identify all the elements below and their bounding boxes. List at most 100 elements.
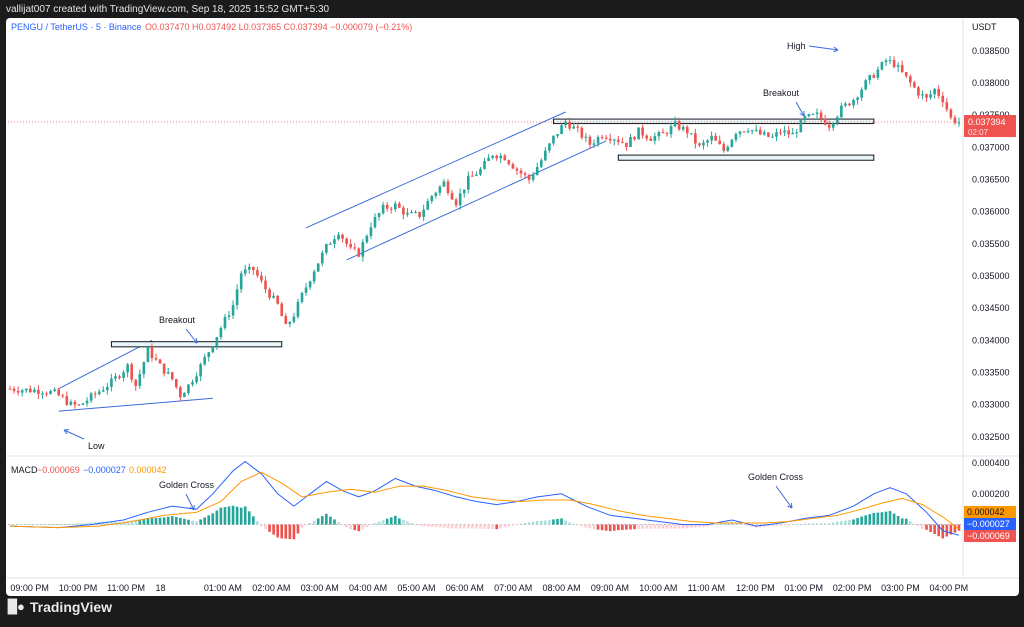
candle-body — [831, 123, 835, 128]
candle-body — [734, 133, 738, 140]
candle-body — [491, 155, 494, 158]
macd-histogram-bar — [89, 522, 93, 525]
macd-histogram-bar — [211, 513, 215, 525]
macd-histogram-bar — [937, 524, 941, 537]
candle-body — [69, 401, 73, 405]
price-tick-label: 0.034000 — [972, 335, 1010, 345]
price-tick-label: 0.038000 — [972, 78, 1010, 88]
candle-body — [264, 280, 267, 290]
candle-body — [272, 295, 275, 298]
macd-histogram-bar — [357, 524, 361, 532]
macd-histogram-bar — [604, 524, 608, 531]
time-axis: 09:00 PM 10:00 PM 11:00 PM 18 01:00 AM 02:00 … — [10, 583, 968, 593]
candle-body — [499, 155, 503, 159]
candle-body — [633, 137, 636, 140]
tradingview-logo: ▉● TradingView — [8, 599, 112, 615]
annotation-high: High — [787, 41, 806, 51]
candle-body — [312, 271, 316, 282]
candle-body — [698, 143, 701, 146]
macd-histogram-bar — [353, 524, 357, 531]
candle-body — [548, 143, 551, 151]
macd-histogram-bar — [69, 523, 73, 525]
macd-histogram-bar — [827, 523, 831, 525]
macd-histogram-bar — [264, 524, 267, 529]
candle-body — [685, 126, 689, 134]
macd-histogram-bar — [669, 524, 673, 529]
candle-body — [150, 346, 154, 359]
macd-histogram-bar — [195, 521, 198, 525]
candle-body — [138, 373, 142, 386]
candle-body — [811, 113, 815, 115]
macd-histogram-bar — [219, 507, 223, 525]
macd-histogram-bar — [880, 512, 884, 525]
candle-body — [231, 305, 235, 316]
chart-canvas[interactable]: 0.0385000.0380000.0375000.0370000.036500… — [6, 18, 1019, 596]
macd-histogram-bar — [369, 524, 373, 526]
macd-histogram-bar — [734, 522, 738, 525]
candle-body — [45, 393, 48, 395]
candle-body — [308, 281, 312, 288]
candle-body — [568, 121, 571, 129]
last-price-label: 0.037394 — [968, 117, 1006, 127]
macd-histogram-bar — [908, 521, 912, 525]
macd-histogram-bar — [361, 524, 365, 530]
macd-histogram-bar — [600, 524, 604, 531]
macd-histogram-bar — [702, 524, 705, 527]
price-tick-label: 0.036000 — [972, 207, 1010, 217]
macd-histogram-bar — [896, 515, 900, 525]
macd-histogram-bar — [316, 518, 320, 525]
candle-body — [466, 175, 470, 190]
macd-label: MACD — [11, 465, 38, 475]
candle-body — [722, 144, 726, 151]
macd-histogram-bar — [73, 523, 77, 525]
macd-histogram-bar — [856, 518, 859, 525]
annotation-golden-cross: Golden Cross — [748, 472, 804, 482]
candle-body — [357, 248, 361, 257]
candle-body — [114, 376, 117, 379]
macd-histogram-bar — [377, 521, 381, 525]
chart-attribution: vallijat007 created with TradingView.com… — [6, 4, 330, 15]
candle-body — [179, 387, 182, 398]
currency-label: USDT — [972, 22, 997, 32]
candle-body — [377, 213, 381, 217]
macd-histogram-bar — [572, 523, 576, 525]
candle-body — [365, 235, 369, 243]
candle-body — [503, 155, 507, 161]
candle-body — [645, 135, 649, 139]
macd-histogram-bar — [544, 520, 547, 525]
macd-histogram-bar — [621, 524, 624, 530]
candle-body — [97, 391, 101, 395]
candle-body — [896, 65, 900, 67]
candle-body — [661, 132, 665, 134]
candle-body — [730, 139, 734, 147]
macd-histogram-bar — [207, 515, 211, 525]
candle-body — [37, 389, 40, 394]
macd-histogram-bar — [308, 523, 312, 525]
candle-body — [446, 181, 450, 194]
macd-histogram-bar — [320, 516, 324, 525]
macd-histogram-bar — [941, 524, 945, 539]
macd-histogram-bar — [458, 524, 462, 529]
tradingview-brand: TradingView — [29, 599, 113, 615]
candle-body — [552, 135, 555, 144]
macd-histogram-bar — [629, 524, 632, 530]
time-tick-label: 10:00 PM — [59, 583, 98, 593]
macd-histogram-bar — [706, 524, 709, 527]
time-tick-label: 04:00 PM — [930, 583, 969, 593]
annotation-breakout: Breakout — [159, 315, 196, 325]
macd-histogram-bar — [653, 524, 657, 529]
candle-body — [596, 137, 600, 144]
macd-histogram-bar — [608, 524, 612, 532]
candle-body — [904, 72, 908, 77]
candle-body — [170, 372, 174, 380]
candle-body — [134, 379, 138, 386]
macd-histogram-bar — [876, 512, 880, 525]
macd-histogram-bar — [884, 511, 888, 525]
macd-histogram-bar — [260, 524, 263, 527]
candle-body — [945, 102, 949, 110]
candle-body — [41, 393, 44, 395]
macd-histogram-bar — [110, 521, 113, 525]
macd-histogram-bar — [24, 524, 28, 526]
macd-histogram-bar — [539, 520, 543, 525]
macd-histogram-bar — [495, 524, 498, 530]
